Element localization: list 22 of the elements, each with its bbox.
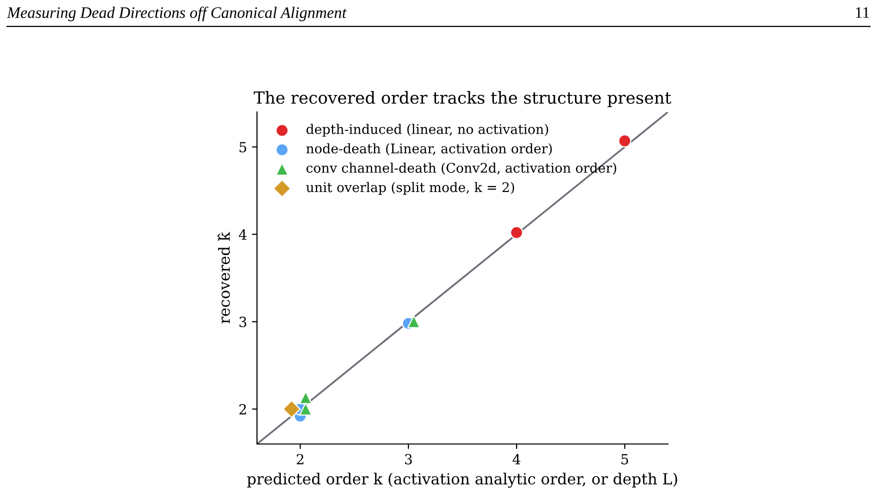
x-tick-label: 4 <box>512 454 520 464</box>
y-axis-title: recovered k̂ <box>217 232 230 324</box>
point <box>618 134 632 148</box>
chart-title: The recovered order tracks the structure present <box>254 91 672 108</box>
x-tick-label: 3 <box>405 454 412 464</box>
y-tick-label: 4 <box>238 229 247 240</box>
text: 11 <box>856 7 870 18</box>
x-axis-title: predicted order k (activation analytic order, or depth L) <box>247 472 678 488</box>
point <box>282 400 301 418</box>
legend-label: unit overlap (split mode, k = 2) <box>306 182 514 195</box>
point <box>407 315 420 328</box>
y-tick-label: 2 <box>239 404 246 414</box>
point <box>299 391 312 404</box>
point <box>299 402 312 416</box>
y-tick-label: 5 <box>240 142 246 152</box>
point <box>510 226 524 240</box>
legend-label: node-death (Linear, activation order) <box>306 143 552 156</box>
legend-label: depth-induced (linear, no activation) <box>306 124 548 137</box>
text: Measuring Dead Directions off Canonical Alignment <box>6 6 347 22</box>
x-tick-label: 5 <box>622 454 628 464</box>
x-tick-label: 2 <box>296 454 304 464</box>
y-tick-label: 3 <box>240 316 246 328</box>
